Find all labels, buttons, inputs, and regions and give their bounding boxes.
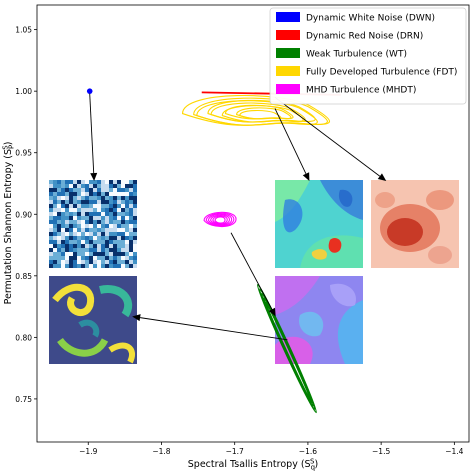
fdt-contour [221,105,304,123]
arrow-fdt-vorticity-field [274,108,310,182]
arrow-layer [89,93,387,341]
fdt-vorticity-field [275,180,363,268]
x-tick-label: −1.7 [226,447,244,456]
x-tick-label: −1.6 [299,447,317,456]
arrow-weak-turbulence-field [132,314,288,341]
x-tick-label: −1.9 [79,447,97,456]
white-noise-field [49,180,137,268]
data-layer [86,88,341,414]
legend-swatch [276,84,300,94]
fdt-contour [239,109,282,120]
legend-label: Fully Developed Turbulence (FDT) [306,68,457,78]
series-fdt [181,94,330,126]
y-axis-label: Permutation Shannon Entropy (SPS) [2,142,16,305]
legend: Dynamic White Noise (DWN) Dynamic Red Noi… [269,7,467,105]
mhd-field [275,276,363,364]
x-tick-label: −1.5 [372,447,390,456]
y-tick-label: 0.80 [15,333,32,342]
legend-swatch [276,12,300,22]
legend-label: Weak Turbulence (WT) [306,50,407,60]
x-axis: −1.9 −1.8 −1.7 −1.6 −1.5 −1.4 [79,442,464,456]
legend-swatch [276,30,300,40]
legend-label: Dynamic Red Noise (DRN) [306,32,423,42]
series-dwn [86,88,93,94]
arrow-mhd-field [230,232,276,317]
y-tick-label: 1.05 [15,26,32,35]
mhdt-contour [207,213,233,226]
field-images [49,180,459,364]
legend-label: MHD Turbulence (MHDT) [306,86,416,96]
y-tick-label: 0.75 [15,395,32,404]
mhdt-contour [212,215,228,225]
weak-turbulence-field [49,276,137,364]
x-axis-label: Spectral Tsallis Entropy (SqS) [188,458,318,472]
x-tick-label: −1.4 [445,447,463,456]
legend-swatch [276,66,300,76]
series-mhdt [203,211,237,228]
y-axis: 0.75 0.80 0.85 0.90 0.95 1.00 1.05 [15,26,37,404]
mhdt-contour [214,216,226,224]
y-tick-label: 0.90 [15,210,32,219]
y-tick-label: 0.95 [15,149,32,158]
wt-contour [265,301,311,400]
mhdt-contour [210,214,231,225]
legend-label: Dynamic White Noise (DWN) [306,14,435,24]
x-tick-label: −1.8 [152,447,170,456]
axes-frame [36,4,470,443]
legend-swatch [276,48,300,58]
y-tick-label: 0.85 [15,272,32,281]
red-noise-field [371,180,459,268]
arrow-red-noise-field [274,96,387,182]
y-tick-label: 1.00 [15,87,32,96]
series-wt [256,284,317,414]
arrow-white-noise-field [89,93,98,182]
